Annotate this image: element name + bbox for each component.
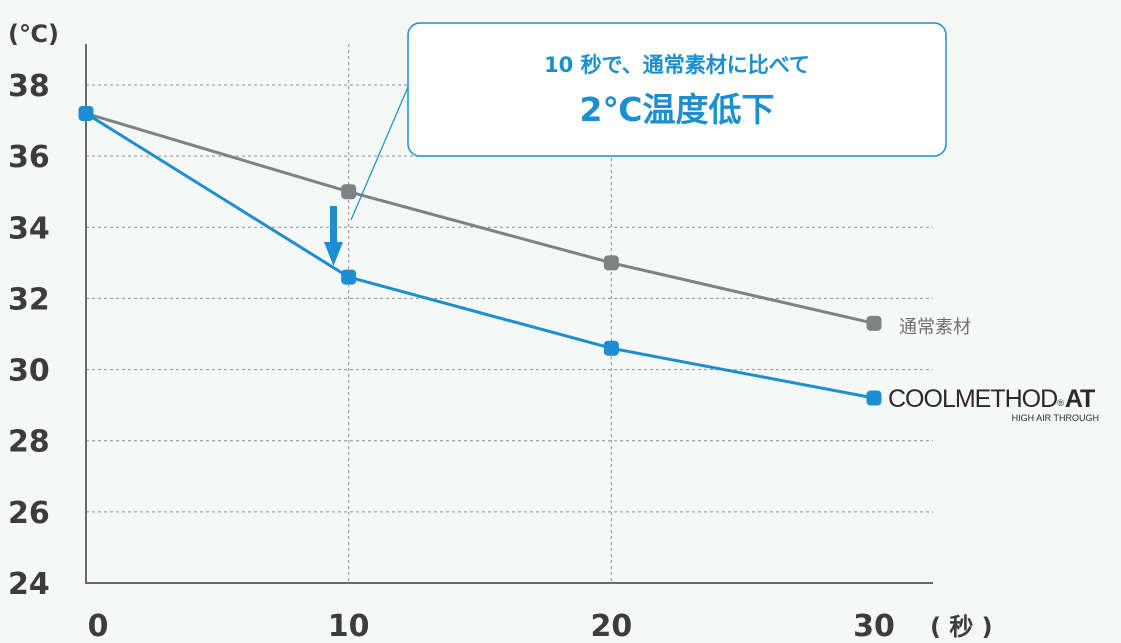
- y-tick-label-26: 26: [8, 496, 50, 531]
- y-tick-label-24: 24: [8, 567, 50, 602]
- series-0-point-30: [866, 315, 882, 331]
- series-1-point-20: [603, 340, 619, 356]
- series-1-point-30: [866, 390, 882, 406]
- y-tick-label-38: 38: [8, 69, 50, 104]
- x-axis-unit: ( 秒 ): [930, 613, 993, 641]
- y-tick-label-34: 34: [8, 211, 50, 246]
- series-0-point-20: [603, 255, 619, 271]
- logo-subtitle: HIGH AIR THROUGH: [1012, 413, 1099, 423]
- x-tick-label-20: 20: [590, 609, 632, 643]
- legend-label-regular: 通常素材: [899, 317, 971, 338]
- x-tick-label-30: 30: [853, 609, 895, 643]
- x-tick-labels: 0 10 20 30: [88, 609, 895, 643]
- callout-text-line2: 2℃温度低下: [580, 90, 775, 129]
- callout-frame: [407, 22, 947, 157]
- series-1-point-10: [341, 269, 357, 285]
- callout-box: 10 秒で、通常素材に比べて 2℃温度低下: [350, 22, 947, 221]
- logo-suffix: AT: [1065, 385, 1095, 413]
- y-tick-label-36: 36: [8, 140, 50, 175]
- series-1-point-0: [78, 105, 94, 121]
- legend-label-coolmethod: COOLMETHOD®AT HIGH AIR THROUGH: [888, 385, 1099, 423]
- callout-pointer: [350, 79, 412, 221]
- y-tick-label-30: 30: [8, 354, 50, 389]
- y-tick-label-28: 28: [8, 425, 50, 460]
- series-line-1: [85, 112, 875, 400]
- series-0-point-10: [341, 184, 357, 200]
- y-tick-labels: 24 26 28 30 32 34 36 38: [8, 69, 50, 602]
- x-tick-label-0: 0: [88, 609, 109, 643]
- y-tick-label-32: 32: [8, 282, 50, 317]
- logo-mark: ®: [1057, 398, 1064, 408]
- series-line-0: [85, 112, 875, 325]
- difference-arrow: [324, 206, 343, 266]
- callout-text-line1: 10 秒で、通常素材に比べて: [544, 53, 810, 77]
- x-tick-label-10: 10: [328, 609, 370, 643]
- series-lines: [78, 105, 882, 406]
- logo-main-text: COOLMETHOD: [888, 385, 1057, 413]
- y-axis-unit: (℃): [8, 20, 59, 48]
- coolmethod-logo: COOLMETHOD®AT: [888, 385, 1095, 413]
